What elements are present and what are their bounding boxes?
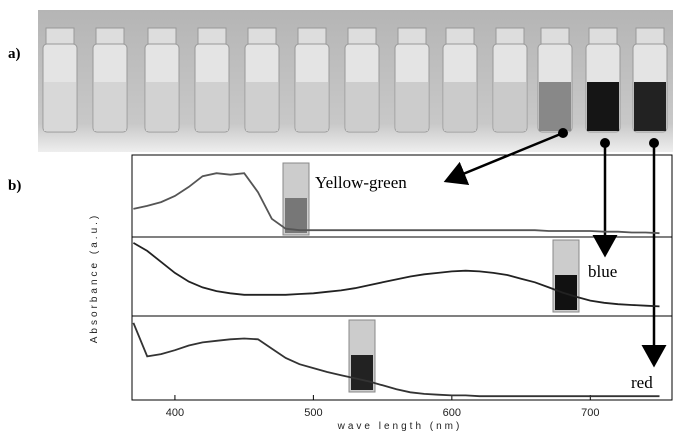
x-tick-label: 600: [443, 407, 461, 419]
vial-cap: [197, 27, 227, 45]
x-tick-label: 700: [581, 407, 599, 419]
annotation: red: [631, 373, 653, 392]
insets: [282, 162, 580, 393]
panel-label: b): [8, 178, 21, 194]
vial-liquid: [494, 82, 526, 131]
vial-liquid: [196, 82, 228, 131]
dot: [600, 138, 610, 148]
annotation: blue: [588, 262, 617, 281]
x-tick-label: 400: [166, 407, 184, 419]
vial-cap: [347, 27, 377, 45]
vial-cap: [540, 27, 570, 45]
vial-cap: [297, 27, 327, 45]
vial-liquid: [396, 82, 428, 131]
dot: [558, 128, 568, 138]
vial-cap: [397, 27, 427, 45]
spectrum-line: [132, 322, 660, 398]
vial-cap: [45, 27, 75, 45]
vial-liquid: [539, 82, 571, 131]
vial-cap: [445, 27, 475, 45]
vial-liquid: [146, 82, 178, 131]
inset-liquid: [285, 198, 307, 233]
vial-cap: [495, 27, 525, 45]
arrows: [443, 131, 667, 368]
vial-cap: [588, 27, 618, 45]
vial-liquid: [346, 82, 378, 131]
spectrum-line: [132, 242, 660, 308]
spectrum-line: [133, 172, 660, 235]
vial-liquid: [94, 82, 126, 131]
vial-liquid: [634, 82, 666, 131]
vial-liquid: [296, 82, 328, 131]
vial-liquid: [587, 82, 619, 131]
vial-cap: [95, 27, 125, 45]
vial-liquid: [444, 82, 476, 131]
inset-liquid: [555, 275, 577, 310]
inset-liquid: [351, 355, 373, 390]
dot: [649, 138, 659, 148]
vial-photo: [38, 10, 673, 152]
vial-cap: [635, 27, 665, 45]
vial-liquid: [246, 82, 278, 131]
vial-cap: [147, 27, 177, 45]
y-axis-label: Absorbance (a.u.): [89, 213, 100, 344]
x-axis-label: wave length (nm): [337, 421, 463, 432]
x-tick-label: 500: [304, 407, 322, 419]
plot-frame: [131, 154, 673, 401]
vial-cap: [247, 27, 277, 45]
vial-liquid: [44, 82, 76, 131]
annotation: Yellow-green: [315, 173, 407, 192]
panel-label: a): [8, 46, 21, 62]
